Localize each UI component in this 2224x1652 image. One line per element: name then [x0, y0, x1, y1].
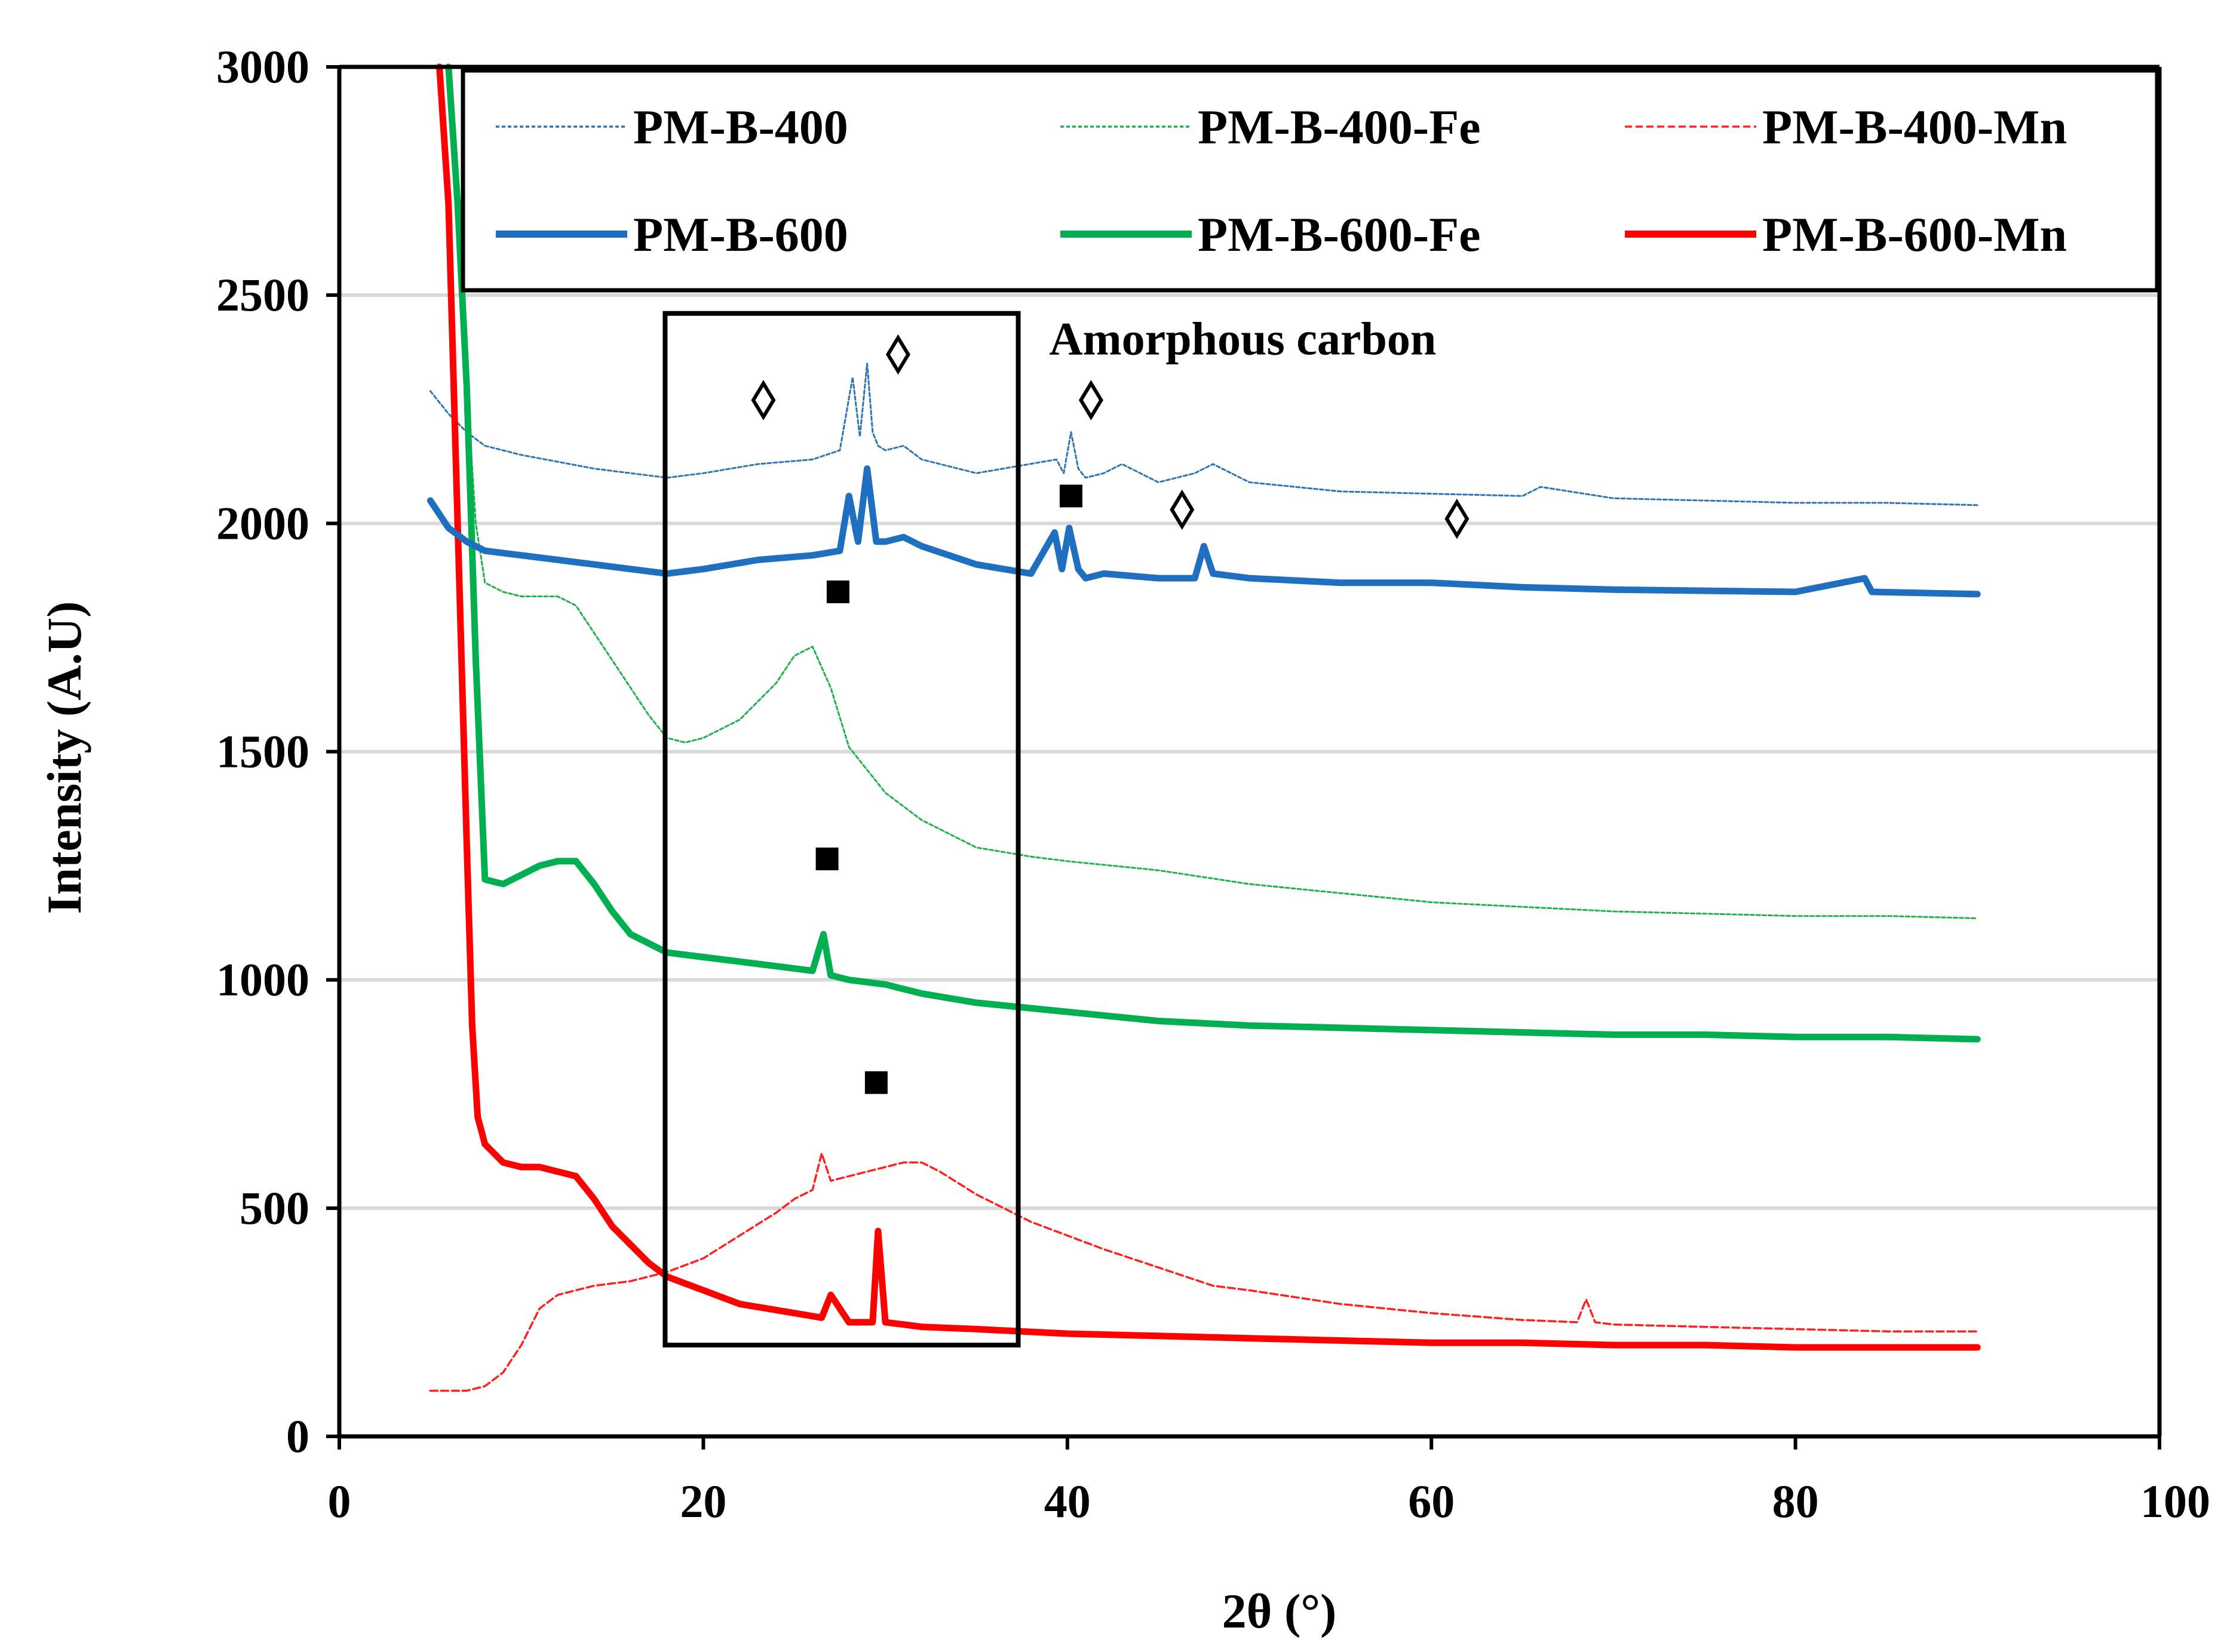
y-tick-label: 1500: [216, 726, 309, 778]
legend-label-pm-b-600: PM-B-600: [633, 207, 848, 262]
y-tick-label: 2000: [216, 497, 309, 549]
y-tick-label: 0: [286, 1410, 309, 1462]
square-marker: [864, 1071, 888, 1094]
axes-layer: 0 500 1000 1500 2000 2500 3000 0 20 40 60 80 100 2θ (…: [37, 41, 2210, 1638]
x-tick-label: 0: [328, 1475, 351, 1527]
legend-label-pm-b-600-mn: PM-B-600-Mn: [1762, 207, 2067, 262]
diamond-marker: [1078, 380, 1103, 420]
diamond-marker: [1170, 489, 1195, 530]
x-tick-label: 100: [2140, 1475, 2210, 1527]
legend-label-pm-b-600-fe: PM-B-600-Fe: [1198, 207, 1481, 262]
diamond-marker: [885, 334, 910, 375]
annotation-layer: Amorphous carbon: [662, 311, 1470, 1348]
x-tick-label: 60: [1408, 1475, 1455, 1527]
y-axis-title: Intensity (A.U): [37, 601, 91, 914]
diamond-marker: [1444, 498, 1470, 539]
series-pm-b-600-fe: [445, 63, 1981, 1043]
series-layer: [427, 63, 1981, 1392]
series-pm-b-400-mn: [429, 1152, 1979, 1392]
series-pm-b-600-mn: [436, 63, 1981, 1351]
legend-label-pm-b-400-fe: PM-B-400-Fe: [1198, 100, 1481, 154]
x-tick-label: 20: [680, 1475, 726, 1527]
x-axis-title: 2θ (°): [1222, 1584, 1337, 1638]
x-tick-label: 80: [1772, 1475, 1819, 1527]
y-tick-label: 500: [240, 1182, 309, 1234]
y-tick-label: 2500: [216, 269, 309, 321]
x-tick-label: 40: [1044, 1475, 1091, 1527]
amorphous-region-box: [662, 311, 1021, 1348]
legend-label-pm-b-400-mn: PM-B-400-Mn: [1762, 100, 2067, 154]
square-marker: [1059, 484, 1082, 508]
series-pm-b-400: [429, 363, 1978, 506]
series-pm-b-600: [427, 465, 1981, 598]
square-marker: [826, 580, 849, 603]
series-pm-b-400-fe: [447, 66, 1978, 919]
legend-label-pm-b-400: PM-B-400: [633, 100, 848, 154]
y-tick-label: 1000: [216, 954, 309, 1006]
square-marker: [815, 848, 839, 871]
annotation-amorphous-carbon: Amorphous carbon: [1049, 313, 1436, 365]
y-tick-label: 3000: [216, 41, 309, 93]
legend-box: [461, 68, 2159, 293]
diamond-marker: [751, 380, 776, 420]
legend-layer: PM-B-400 PM-B-400-Fe PM-B-400-Mn PM-B-600 PM…: [461, 68, 2159, 293]
